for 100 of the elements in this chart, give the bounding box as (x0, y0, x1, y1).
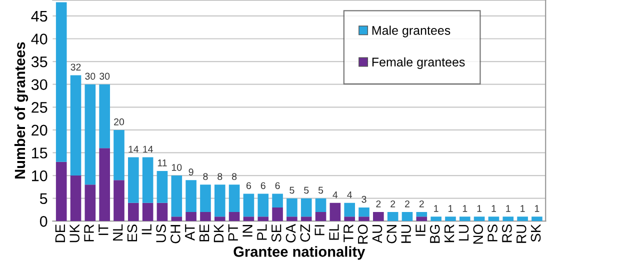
total-label: 4 (332, 191, 338, 198)
bar (445, 216, 456, 222)
bar (488, 216, 500, 222)
x-tick-label: DE (55, 224, 65, 242)
x-tick-label: IE (416, 224, 426, 236)
bar (84, 184, 96, 222)
x-tick-label: BG (430, 224, 440, 243)
bar (114, 180, 124, 222)
bar (416, 212, 428, 217)
total-label: 2 (405, 200, 410, 208)
y-tick-label: 45 (31, 10, 48, 22)
total-label: 3 (362, 196, 366, 203)
x-tick-label: RO (358, 224, 368, 244)
bar (416, 216, 428, 222)
bar (387, 212, 398, 222)
bar (171, 176, 182, 217)
bar (358, 216, 370, 222)
x-tick-label: PT (228, 224, 238, 241)
x-tick-label: SK (530, 224, 541, 242)
bar (70, 176, 82, 222)
bar (128, 157, 139, 203)
total-label: 9 (188, 168, 194, 176)
bar (228, 184, 240, 212)
total-label: 8 (218, 173, 222, 180)
bar (171, 216, 182, 222)
bar (430, 216, 442, 222)
x-tick-label: IT (98, 224, 108, 235)
x-tick-label: KR (444, 224, 454, 242)
bar (186, 180, 196, 212)
total-label: 8 (203, 173, 208, 180)
x-tick-label: LU (458, 224, 469, 241)
bar (459, 216, 470, 222)
total-label: 2 (390, 200, 396, 208)
x-tick-label: RS (502, 224, 512, 242)
y-tick-label: 0 (40, 216, 48, 227)
x-tick-label: BE (200, 224, 210, 242)
bar (99, 84, 110, 148)
bar (315, 212, 326, 222)
x-tick-label: NL (113, 224, 123, 241)
y-tick-label: 35 (31, 56, 48, 68)
total-label: 4 (347, 191, 352, 198)
bar (330, 202, 341, 222)
bar (344, 202, 355, 217)
x-tick-label: RU (516, 224, 526, 243)
x-tick-label: CZ (300, 224, 310, 242)
x-tick-label: PS (488, 224, 498, 242)
total-label: 10 (172, 164, 182, 171)
total-label: 32 (70, 64, 81, 71)
x-tick-label: US (156, 224, 166, 242)
bar (315, 198, 326, 212)
total-label: 8 (232, 173, 237, 180)
bar (474, 216, 485, 222)
x-tick-label: PL (257, 224, 267, 240)
legend-label: Female grantees (372, 57, 465, 69)
bar (502, 216, 514, 222)
bar (532, 216, 542, 222)
x-axis-title: Grantee nationality (234, 246, 366, 260)
y-tick-label: 40 (31, 34, 48, 44)
total-label: 5 (304, 186, 309, 194)
total-label: 5 (318, 186, 324, 194)
bar (142, 157, 154, 203)
y-tick-label: 25 (32, 102, 48, 113)
legend-label: Male grantees (372, 26, 450, 38)
bar (272, 207, 283, 222)
x-tick-label: CA (286, 224, 296, 242)
bar (200, 184, 211, 212)
bar (258, 216, 269, 222)
total-label: 1 (462, 205, 468, 212)
total-label: 2 (376, 200, 381, 208)
total-label: 5 (290, 186, 294, 194)
bar (300, 198, 312, 217)
bar (84, 84, 96, 185)
y-tick-label: 10 (32, 170, 48, 182)
x-tick-label: AT (185, 224, 195, 241)
bar (114, 130, 124, 180)
bar (214, 184, 226, 217)
total-label: 30 (85, 72, 96, 80)
total-label: 6 (275, 182, 280, 190)
total-label: 1 (477, 205, 482, 212)
bar (200, 212, 211, 222)
bar (156, 170, 168, 203)
x-tick-label: CN (386, 225, 397, 244)
total-label: 1 (492, 205, 496, 212)
bar (272, 194, 283, 208)
bar (258, 194, 269, 217)
x-tick-label: FR (84, 224, 94, 242)
x-tick-label: IN (242, 225, 252, 237)
total-label: 14 (143, 146, 153, 153)
bar (128, 202, 139, 222)
total-label: 14 (128, 146, 139, 153)
bar (402, 212, 413, 222)
bar (517, 216, 528, 222)
bar (300, 216, 312, 222)
x-tick-label: FI (314, 225, 324, 236)
total-label: 1 (534, 205, 540, 212)
bar (358, 207, 370, 217)
bar (186, 212, 196, 222)
total-label: 2 (419, 200, 424, 208)
x-tick-label: EL (329, 224, 339, 240)
y-tick-label: 15 (32, 148, 48, 158)
